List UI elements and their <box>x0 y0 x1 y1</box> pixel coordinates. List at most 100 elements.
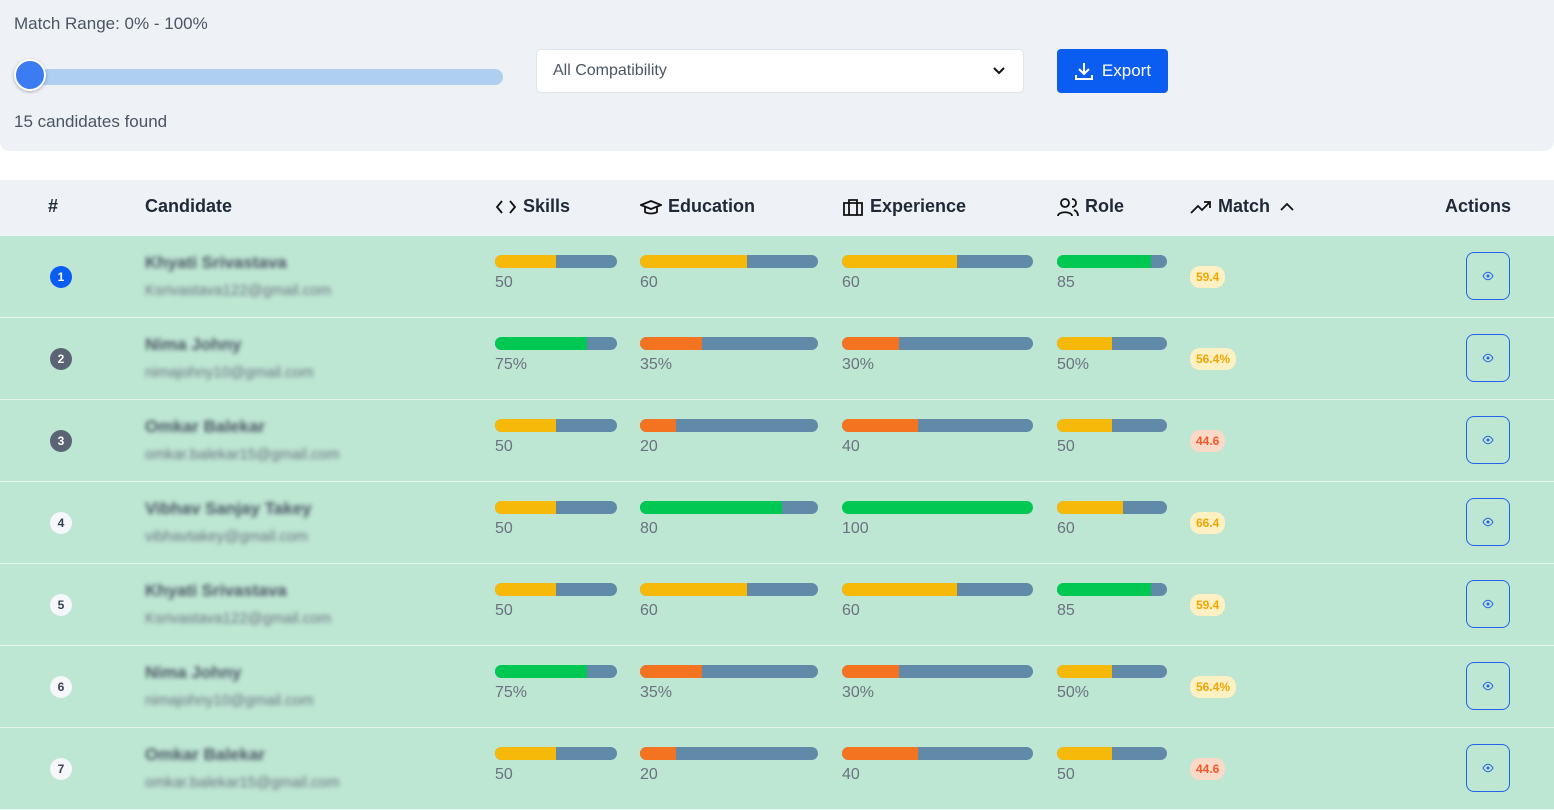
header-education[interactable]: Education <box>640 196 755 217</box>
education-value: 35% <box>640 356 673 373</box>
header-text: Skills <box>523 196 571 216</box>
skills-bar-track <box>495 583 617 596</box>
skills-value: 75% <box>495 684 528 701</box>
education-bar-track <box>640 255 818 268</box>
skills-bar-fill <box>495 501 556 514</box>
education-value: 60 <box>640 274 658 291</box>
eye-icon <box>1482 435 1494 445</box>
rank-badge: 3 <box>50 430 72 452</box>
rank-badge: 5 <box>50 594 72 616</box>
candidate-email: nimajohny10@gmail.com <box>145 364 314 381</box>
skills-value: 50 <box>495 602 513 619</box>
table-row <box>0 318 1554 400</box>
education-value: 35% <box>640 684 673 701</box>
candidate-email: nimajohny10@gmail.com <box>145 692 314 709</box>
experience-value: 40 <box>842 766 860 783</box>
skills-bar-track <box>495 501 617 514</box>
eye-icon <box>1482 763 1494 773</box>
experience-bar-track <box>842 419 1033 432</box>
role-bar-fill <box>1057 583 1151 596</box>
role-bar-fill <box>1057 665 1112 678</box>
select-text: All Compatibility <box>553 62 667 79</box>
export-button[interactable]: Export <box>1057 49 1168 93</box>
view-button[interactable] <box>1466 252 1510 300</box>
role-bar-track <box>1057 337 1167 350</box>
skills-bar-track <box>495 665 617 678</box>
chevron-down <box>993 67 1005 75</box>
view-button[interactable] <box>1466 744 1510 792</box>
view-button[interactable] <box>1466 498 1510 546</box>
eye-icon <box>1482 353 1494 363</box>
range-label: Match Range: 0% - 100% <box>14 14 208 33</box>
view-button[interactable] <box>1466 416 1510 464</box>
skills-bar-fill <box>495 665 587 678</box>
education-bar-track <box>640 337 818 350</box>
candidate-name: Vibhav Sanjay Takey <box>145 499 312 518</box>
experience-bar-track <box>842 501 1033 514</box>
compatibility-select[interactable]: All Compatibility <box>536 49 1024 93</box>
range-thumb[interactable] <box>14 59 46 91</box>
role-value: 60 <box>1057 520 1075 537</box>
header-role[interactable]: Role <box>1057 196 1124 217</box>
eye-icon <box>1482 599 1494 609</box>
skills-value: 50 <box>495 766 513 783</box>
view-button[interactable] <box>1466 662 1510 710</box>
export-label: Export <box>1101 61 1152 80</box>
education-bar-fill <box>640 665 703 678</box>
skills-value: 50 <box>495 274 513 291</box>
education-bar-track <box>640 665 818 678</box>
role-bar-fill <box>1057 419 1112 432</box>
experience-bar-track <box>842 255 1033 268</box>
education-bar-track <box>640 583 818 596</box>
candidate-count: 15 candidates found <box>14 112 168 131</box>
experience-value: 60 <box>842 602 860 619</box>
experience-bar-fill <box>842 583 957 596</box>
skills-value: 50 <box>495 438 513 455</box>
skills-bar-fill <box>495 583 556 596</box>
role-bar-fill <box>1057 501 1123 514</box>
role-value: 50% <box>1057 356 1090 373</box>
role-bar-track <box>1057 255 1167 268</box>
education-bar-track <box>640 747 818 760</box>
rank-badge: 7 <box>50 758 72 780</box>
role-bar-fill <box>1057 747 1112 760</box>
header-match[interactable]: Match <box>1190 196 1298 217</box>
role-value: 85 <box>1057 274 1075 291</box>
experience-bar-fill <box>842 337 900 350</box>
view-button[interactable] <box>1466 580 1510 628</box>
education-bar-fill <box>640 419 676 432</box>
role-bar-track <box>1057 501 1167 514</box>
header-rank: # <box>48 196 58 217</box>
education-value: 20 <box>640 766 658 783</box>
role-bar-fill <box>1057 337 1112 350</box>
experience-value: 60 <box>842 274 860 291</box>
eye-icon <box>1482 517 1494 527</box>
candidate-name: Nima Johny <box>145 335 242 354</box>
match-badge: 44.6 <box>1190 430 1226 452</box>
role-bar-track <box>1057 665 1167 678</box>
experience-bar-fill <box>842 501 1033 514</box>
experience-bar-fill <box>842 665 900 678</box>
role-value: 50% <box>1057 684 1090 701</box>
header-experience[interactable]: Experience <box>842 196 966 217</box>
skills-bar-track <box>495 419 617 432</box>
skills-bar-fill <box>495 255 556 268</box>
candidate-name: Khyati Srivastava <box>145 581 287 600</box>
briefcase-icon <box>843 198 863 216</box>
view-button[interactable] <box>1466 334 1510 382</box>
experience-bar-track <box>842 747 1033 760</box>
rank-badge: 6 <box>50 676 72 698</box>
experience-bar-track <box>842 665 1033 678</box>
role-bar-fill <box>1057 255 1151 268</box>
education-value: 60 <box>640 602 658 619</box>
education-bar-fill <box>640 501 783 514</box>
header-skills[interactable]: Skills <box>495 196 570 217</box>
candidate-name: Nima Johny <box>145 663 242 682</box>
role-value: 50 <box>1057 766 1075 783</box>
candidate-email: Ksrivastava122@gmail.com <box>145 610 332 627</box>
table-row <box>0 236 1554 318</box>
users-icon <box>1057 197 1079 216</box>
header-text: Candidate <box>145 196 233 216</box>
cap-icon <box>640 199 662 214</box>
